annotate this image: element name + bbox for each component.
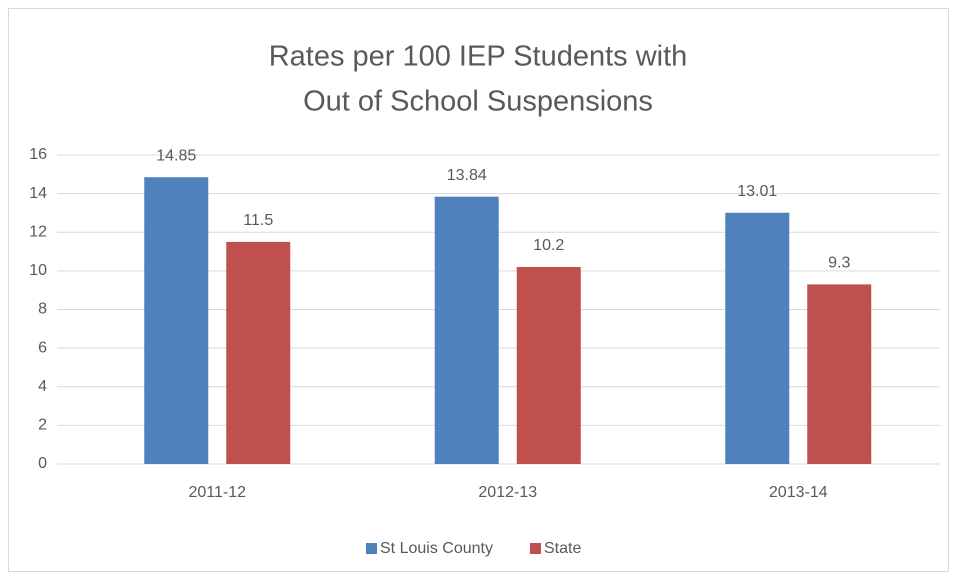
y-tick-label: 14 [29,185,47,202]
data-label: 10.2 [533,237,564,254]
legend-swatch [530,543,541,554]
data-label: 13.84 [447,167,487,184]
data-label: 13.01 [737,183,777,200]
legend-label: State [544,540,581,557]
chart-title: Rates per 100 IEP Students with [269,41,688,73]
y-tick-label: 2 [38,417,47,434]
bar [516,267,581,464]
y-tick-label: 12 [29,223,47,240]
bar [807,284,872,464]
bar [434,196,499,464]
bar [725,212,790,464]
data-label: 14.85 [156,147,196,164]
x-tick-label: 2011-12 [188,484,246,501]
y-tick-label: 16 [29,146,47,163]
chart-title: Out of School Suspensions [303,86,653,118]
y-tick-label: 6 [38,339,47,356]
y-tick-label: 10 [29,262,47,279]
x-tick-label: 2013-14 [769,484,828,501]
y-tick-label: 8 [38,301,47,318]
legend-swatch [366,543,377,554]
bar [226,241,291,464]
x-tick-label: 2012-13 [478,484,537,501]
data-label: 11.5 [243,212,273,229]
y-tick-label: 0 [38,455,47,472]
bar [144,177,209,464]
data-label: 9.3 [828,255,850,272]
legend-label: St Louis County [380,540,493,557]
y-tick-label: 4 [38,378,47,395]
